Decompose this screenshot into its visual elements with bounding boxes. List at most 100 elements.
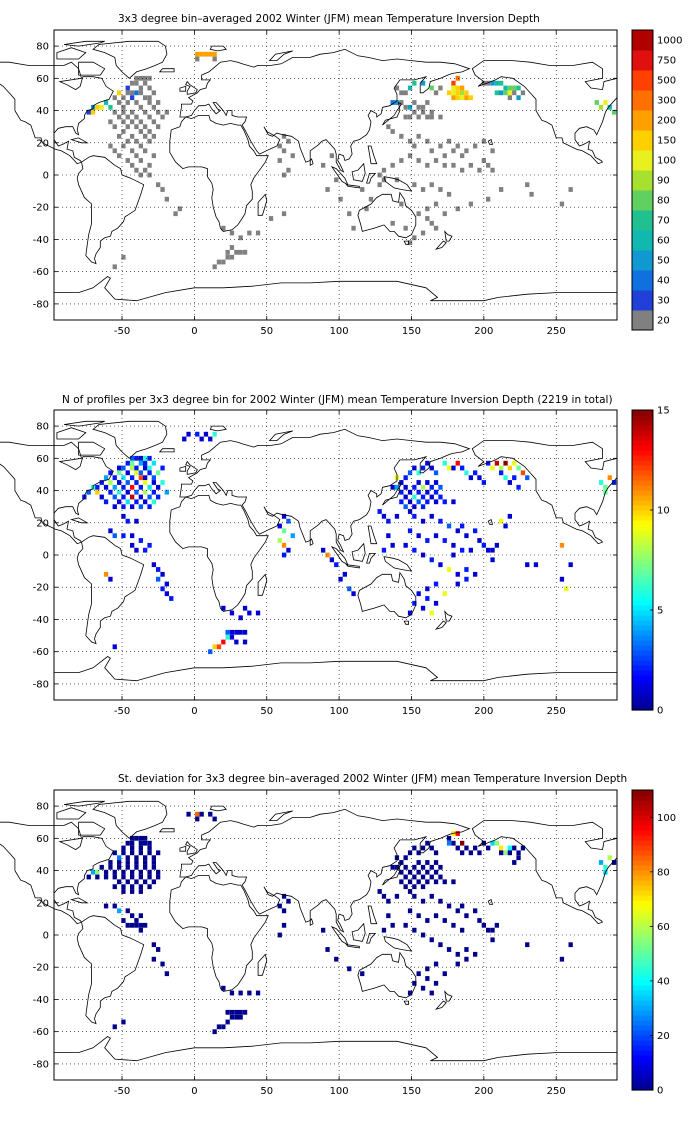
colorbar-swatch (632, 650, 653, 656)
colorbar-swatch (632, 590, 653, 596)
y-tick-label: -40 (33, 235, 49, 246)
data-bin (451, 80, 456, 86)
data-bin (86, 109, 91, 115)
colorbar-swatch (632, 605, 653, 611)
data-bin (416, 879, 421, 885)
data-bin (433, 581, 439, 587)
coastline (158, 828, 175, 833)
data-bin (164, 196, 169, 202)
data-bin (507, 90, 512, 96)
data-bin (147, 470, 152, 476)
data-bin (412, 235, 417, 241)
data-bin (407, 869, 413, 875)
data-bin (460, 90, 465, 96)
data-bin (464, 567, 469, 572)
data-bin (134, 547, 139, 553)
data-bin (151, 90, 156, 96)
coastline (76, 155, 145, 265)
data-bin (438, 874, 443, 880)
colorbar-swatch (632, 840, 653, 846)
coastline (357, 191, 417, 239)
data-bin (412, 864, 417, 870)
data-bin (425, 114, 430, 120)
data-bin (143, 460, 148, 466)
y-tick-label: -20 (33, 203, 49, 214)
coastline (268, 430, 293, 441)
data-bin (481, 542, 486, 548)
colorbar-label: 5 (657, 606, 663, 617)
data-bin (468, 850, 473, 856)
coastline (78, 821, 106, 836)
data-bin (416, 470, 421, 476)
data-bin (438, 494, 443, 500)
colorbar-swatch (632, 880, 653, 886)
colorbar-swatch (632, 425, 653, 431)
chart-title: St. deviation for 3x3 degree bin–average… (118, 773, 628, 785)
data-bin (221, 225, 226, 231)
data-bin (238, 615, 243, 621)
data-bin (529, 191, 534, 197)
data-bin (281, 528, 287, 534)
colorbar-swatch (632, 490, 653, 496)
data-bin (559, 201, 565, 207)
data-bin (403, 225, 408, 231)
data-bin (429, 874, 434, 880)
data-bin (490, 557, 495, 563)
data-bin (429, 893, 434, 899)
colorbar-swatch (632, 230, 653, 251)
data-bin (512, 845, 517, 851)
data-bin (125, 460, 130, 466)
coastline (169, 115, 269, 232)
data-bin (464, 470, 469, 476)
data-bin (481, 158, 486, 163)
data-bin (399, 499, 404, 505)
data-bin (121, 845, 126, 851)
data-bin (499, 845, 504, 851)
data-bin (499, 187, 504, 192)
y-tick-label: -80 (33, 299, 49, 310)
data-bin (143, 879, 148, 885)
colorbar-label: 150 (657, 136, 676, 147)
data-bin (425, 860, 430, 865)
data-bin (143, 167, 148, 173)
data-bin (568, 942, 573, 948)
data-bin (394, 484, 400, 490)
data-bin (360, 187, 365, 192)
data-bin (238, 1014, 243, 1020)
coastline (185, 80, 198, 95)
data-bin (138, 172, 143, 178)
data-bin (108, 104, 113, 110)
data-bin (108, 860, 113, 865)
data-bin (130, 95, 135, 101)
x-tick-label: 0 (191, 326, 197, 337)
data-bin (121, 874, 126, 880)
x-tick-label: 50 (260, 706, 273, 717)
coastline (92, 40, 168, 79)
data-bin (143, 480, 148, 485)
colorbar-swatch (632, 1060, 653, 1066)
data-bin (486, 80, 491, 86)
coastline (179, 845, 187, 852)
data-bin (130, 460, 135, 466)
data-bin (594, 100, 599, 105)
data-bin (368, 196, 374, 202)
data-bin (512, 460, 517, 466)
coastline (330, 926, 349, 946)
x-tick-label: 100 (330, 326, 349, 337)
colorbar-swatch (632, 935, 653, 941)
data-bin (225, 629, 230, 635)
panel-std-deviation: St. deviation for 3x3 degree bin–average… (0, 760, 696, 1140)
data-bin (169, 596, 174, 601)
data-bin (412, 927, 417, 933)
data-bin (338, 196, 343, 202)
data-bin (425, 480, 430, 485)
colorbar-swatch (632, 635, 653, 641)
coastline (309, 158, 314, 166)
coastline (179, 85, 187, 92)
data-bin (156, 109, 161, 115)
data-bin (160, 480, 165, 485)
data-bin (134, 835, 139, 841)
data-bin (433, 480, 439, 485)
data-bin (234, 249, 239, 255)
coastline (179, 48, 471, 173)
